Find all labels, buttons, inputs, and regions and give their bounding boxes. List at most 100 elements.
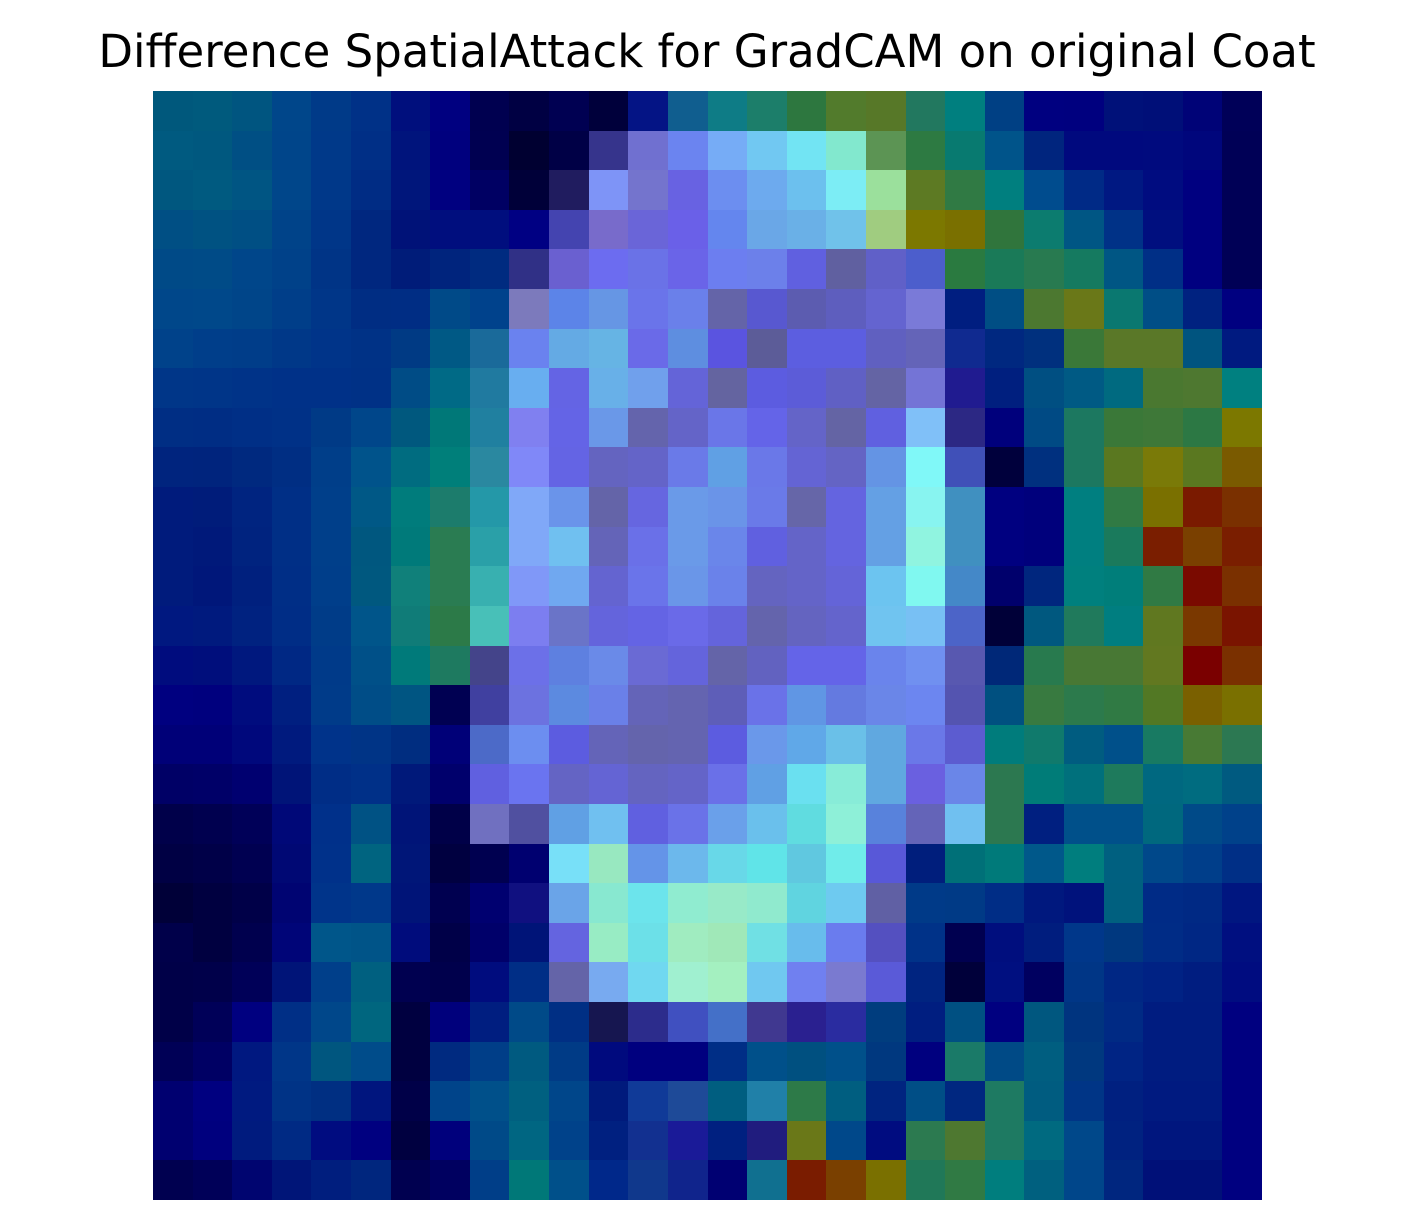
heatmap-cell: [193, 131, 232, 170]
heatmap-cell: [1064, 804, 1104, 844]
heatmap-cell: [1064, 1160, 1104, 1200]
heatmap-cell: [1183, 883, 1222, 923]
heatmap-cell: [1064, 131, 1104, 170]
heatmap-cell: [1024, 131, 1064, 170]
heatmap-cell: [747, 131, 787, 170]
heatmap-cell: [1183, 844, 1222, 883]
heatmap-cell: [866, 329, 906, 368]
heatmap-cell: [747, 566, 787, 606]
heatmap-cell: [272, 606, 311, 646]
heatmap-cell: [866, 408, 906, 447]
heatmap-cell: [272, 170, 311, 210]
heatmap-cell: [1104, 131, 1143, 170]
heatmap-cell: [549, 844, 589, 883]
heatmap-cell: [1104, 804, 1143, 844]
heatmap-cell: [1024, 1042, 1064, 1081]
heatmap-cell: [549, 1160, 589, 1200]
heatmap-cell: [311, 329, 351, 368]
heatmap-cell: [747, 883, 787, 923]
heatmap-cell: [1104, 962, 1143, 1002]
heatmap-cell: [1024, 1081, 1064, 1121]
heatmap-cell: [985, 91, 1024, 131]
heatmap-cell: [906, 685, 945, 725]
heatmap-cell: [351, 210, 391, 249]
heatmap-cell: [232, 883, 272, 923]
heatmap-cell: [391, 1042, 430, 1081]
heatmap-cell: [470, 883, 509, 923]
heatmap-cell: [391, 487, 430, 527]
heatmap-cell: [311, 804, 351, 844]
heatmap-cell: [311, 447, 351, 487]
heatmap-cell: [628, 91, 668, 131]
heatmap-cell: [628, 923, 668, 962]
heatmap-cell: [866, 368, 906, 408]
heatmap-cell: [945, 249, 985, 289]
heatmap-cell: [1064, 1042, 1104, 1081]
heatmap-cell: [945, 408, 985, 447]
heatmap-cell: [232, 289, 272, 329]
heatmap-cell: [470, 527, 509, 566]
heatmap-cell: [311, 606, 351, 646]
heatmap-cell: [272, 249, 311, 289]
heatmap-cell: [906, 210, 945, 249]
heatmap-cell: [708, 527, 747, 566]
heatmap-cell: [549, 685, 589, 725]
heatmap-cell: [272, 1081, 311, 1121]
heatmap-cell: [232, 804, 272, 844]
heatmap-cell: [628, 566, 668, 606]
heatmap-cell: [1104, 408, 1143, 447]
heatmap-cell: [1064, 487, 1104, 527]
heatmap-cell: [153, 1002, 193, 1042]
heatmap-cell: [708, 447, 747, 487]
heatmap-cell: [232, 447, 272, 487]
heatmap-cell: [193, 844, 232, 883]
heatmap-cell: [311, 1160, 351, 1200]
heatmap-cell: [153, 527, 193, 566]
heatmap-cell: [747, 1002, 787, 1042]
heatmap-cell: [470, 131, 509, 170]
heatmap-cell: [985, 487, 1024, 527]
heatmap-cell: [549, 170, 589, 210]
heatmap-cell: [708, 131, 747, 170]
heatmap-cell: [311, 1042, 351, 1081]
heatmap-cell: [866, 1160, 906, 1200]
heatmap-cell: [1104, 1081, 1143, 1121]
heatmap-cell: [589, 408, 628, 447]
heatmap-cell: [430, 408, 470, 447]
heatmap-cell: [1104, 883, 1143, 923]
heatmap-cell: [1183, 962, 1222, 1002]
heatmap-cell: [945, 725, 985, 764]
heatmap-cell: [945, 646, 985, 685]
heatmap-cell: [1143, 447, 1183, 487]
heatmap-cell: [311, 91, 351, 131]
heatmap-cell: [826, 368, 866, 408]
heatmap-cell: [430, 962, 470, 1002]
heatmap-cell: [1183, 527, 1222, 566]
heatmap-cell: [509, 1042, 549, 1081]
heatmap-cell: [628, 408, 668, 447]
heatmap-cell: [589, 883, 628, 923]
heatmap-cell: [1222, 725, 1262, 764]
heatmap-cell: [1024, 289, 1064, 329]
heatmap-cell: [311, 210, 351, 249]
heatmap-cell: [985, 1042, 1024, 1081]
heatmap-cell: [430, 923, 470, 962]
heatmap-cell: [668, 131, 708, 170]
heatmap-cell: [628, 844, 668, 883]
heatmap-cell: [1183, 329, 1222, 368]
heatmap-cell: [668, 1081, 708, 1121]
heatmap-cell: [1143, 844, 1183, 883]
heatmap-cell: [549, 368, 589, 408]
heatmap-cell: [747, 447, 787, 487]
heatmap-cell: [866, 131, 906, 170]
heatmap-cell: [1104, 487, 1143, 527]
heatmap-cell: [1064, 646, 1104, 685]
heatmap-cell: [589, 1042, 628, 1081]
heatmap-cell: [1064, 408, 1104, 447]
heatmap-cell: [430, 1160, 470, 1200]
heatmap-cell: [509, 923, 549, 962]
heatmap-cell: [153, 131, 193, 170]
heatmap-cell: [470, 368, 509, 408]
heatmap-cell: [232, 210, 272, 249]
heatmap-cell: [1222, 249, 1262, 289]
